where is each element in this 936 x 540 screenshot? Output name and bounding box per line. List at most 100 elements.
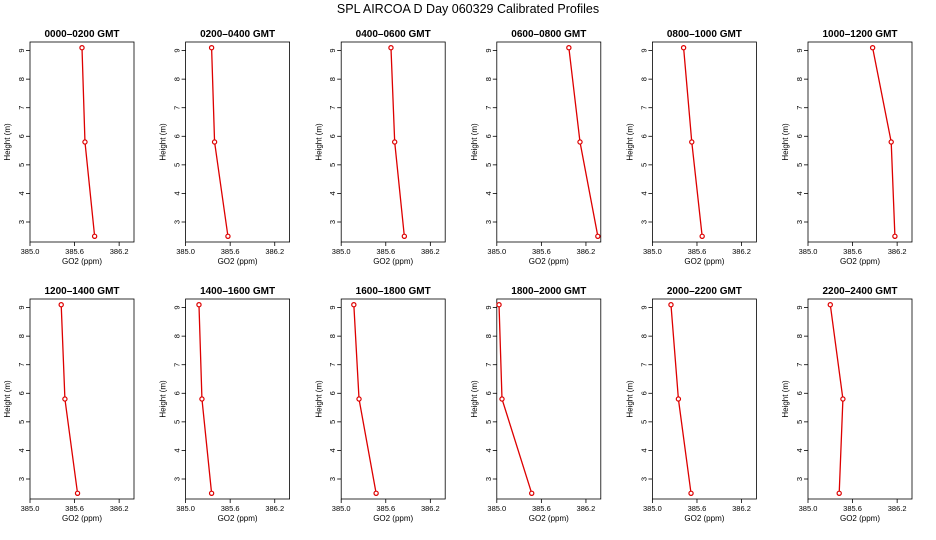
y-tick-label: 4: [795, 191, 804, 195]
x-tick-label: 385.6: [65, 247, 84, 256]
x-axis-label: GO2 (ppm): [684, 257, 724, 266]
y-tick-label: 9: [795, 48, 804, 52]
y-tick-label: 5: [484, 420, 493, 424]
y-tick-label: 5: [795, 420, 804, 424]
data-point: [79, 45, 85, 51]
y-tick-label: 7: [173, 363, 182, 367]
figure-title: SPL AIRCOA D Day 060329 Calibrated Profi…: [337, 2, 599, 16]
x-tick-label: 385.0: [176, 504, 195, 513]
panel-title: 2200–2400 GMT: [822, 286, 897, 297]
y-tick-label: 4: [173, 448, 182, 452]
y-tick-label: 6: [328, 134, 337, 138]
x-tick-label: 386.2: [577, 247, 596, 256]
y-tick-label: 8: [173, 334, 182, 338]
profile-line: [568, 47, 599, 237]
plot-frame: [652, 298, 757, 500]
data-point: [577, 139, 583, 145]
x-tick-label: 386.2: [110, 247, 129, 256]
data-point: [225, 233, 231, 239]
x-tick-label: 385.6: [843, 247, 862, 256]
panels-grid: 0000–0200 GMT 385.0 385.6 386.2 GO2 (ppm) 3 4 5…: [3, 29, 913, 523]
panel-title: 0000–0200 GMT: [44, 29, 119, 40]
y-tick-label: 9: [173, 305, 182, 309]
x-tick-label: 385.0: [332, 504, 351, 513]
x-tick-label: 385.0: [332, 247, 351, 256]
plot-frame: [185, 41, 291, 243]
y-tick-label: 7: [639, 106, 648, 110]
x-tick-label: 385.6: [688, 247, 707, 256]
x-tick-label: 385.6: [376, 504, 395, 513]
data-point: [529, 490, 535, 496]
y-tick-label: 6: [173, 134, 182, 138]
data-point: [840, 396, 846, 402]
panel-title: 0200–0400 GMT: [200, 29, 275, 40]
chart-panel: 1400–1600 GMT 385.0 385.6 386.2 GO2 (ppm) 3 4 5…: [159, 286, 291, 523]
x-tick-label: 386.2: [888, 247, 907, 256]
y-axis-label: Height (m): [3, 380, 12, 418]
y-axis-label: Height (m): [314, 380, 323, 418]
x-axis-label: GO2 (ppm): [840, 257, 880, 266]
y-tick-label: 6: [328, 391, 337, 395]
data-point: [211, 139, 218, 145]
x-axis-label: GO2 (ppm): [218, 257, 258, 266]
plot-frame: [496, 298, 602, 500]
x-tick-label: 386.2: [732, 504, 751, 513]
plot-frame: [340, 41, 446, 243]
data-point: [74, 490, 81, 496]
x-axis-label: GO2 (ppm): [218, 514, 258, 523]
x-axis-label: GO2 (ppm): [840, 514, 880, 523]
plot-frame: [652, 41, 757, 243]
chart-panel: 0400–0600 GMT 385.0 385.6 386.2 GO2 (ppm) 3 4 5…: [314, 29, 446, 266]
y-tick-label: 3: [17, 220, 26, 224]
x-tick-label: 385.0: [487, 504, 506, 513]
panel-title: 1000–1200 GMT: [822, 29, 897, 40]
plot-frame: [29, 41, 135, 243]
x-tick-label: 386.2: [577, 504, 596, 513]
panel-title: 1800–2000 GMT: [511, 286, 586, 297]
y-tick-label: 9: [484, 305, 493, 309]
y-tick-label: 9: [328, 48, 337, 52]
data-point: [91, 233, 98, 239]
y-tick-label: 3: [328, 220, 337, 224]
y-tick-label: 4: [484, 191, 493, 195]
x-axis-label: GO2 (ppm): [373, 514, 413, 523]
y-tick-label: 4: [328, 448, 337, 452]
chart-panel: 0000–0200 GMT 385.0 385.6 386.2 GO2 (ppm) 3 4 5…: [3, 29, 135, 266]
data-point: [351, 302, 357, 308]
data-point: [196, 302, 202, 308]
y-tick-label: 8: [173, 77, 182, 81]
x-axis-label: GO2 (ppm): [62, 257, 102, 266]
y-tick-label: 4: [328, 191, 337, 195]
data-point: [699, 233, 705, 239]
x-axis-label: GO2 (ppm): [373, 257, 413, 266]
y-axis-label: Height (m): [470, 123, 479, 161]
x-tick-label: 385.0: [643, 504, 662, 513]
y-axis-label: Height (m): [781, 123, 790, 161]
y-tick-label: 6: [484, 391, 493, 395]
y-tick-label: 3: [484, 220, 493, 224]
plot-frame: [496, 41, 602, 243]
data-point: [62, 396, 68, 402]
x-tick-label: 385.0: [799, 247, 818, 256]
y-tick-label: 9: [17, 48, 26, 52]
x-tick-label: 385.0: [21, 247, 40, 256]
plot-frame: [807, 41, 913, 243]
data-point: [373, 490, 379, 496]
y-tick-label: 8: [484, 334, 493, 338]
chart-panel: 0800–1000 GMT 385.0 385.6 386.2 GO2 (ppm) 3 4 5…: [626, 29, 757, 266]
y-tick-label: 7: [328, 106, 337, 110]
plot-frame: [29, 298, 135, 500]
y-tick-label: 8: [484, 77, 493, 81]
y-tick-label: 5: [484, 163, 493, 167]
data-point: [892, 233, 898, 239]
x-tick-label: 386.2: [421, 504, 440, 513]
y-tick-label: 3: [484, 477, 493, 481]
y-tick-label: 9: [639, 305, 648, 309]
y-tick-label: 3: [173, 220, 182, 224]
y-tick-label: 3: [639, 220, 648, 224]
data-point: [566, 45, 572, 51]
x-tick-label: 385.0: [176, 247, 195, 256]
data-point: [499, 396, 505, 402]
y-axis-label: Height (m): [159, 380, 168, 418]
plot-frame: [340, 298, 446, 500]
